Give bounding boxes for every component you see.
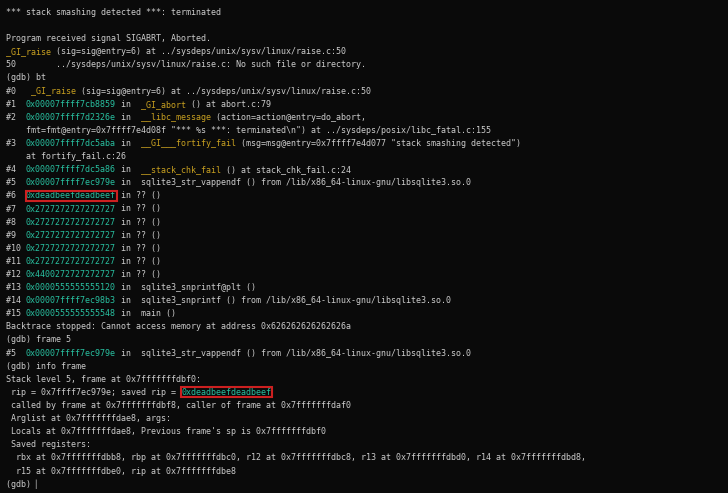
Text: #7: #7	[6, 205, 26, 213]
Text: (gdb) ▏: (gdb) ▏	[6, 480, 41, 489]
Text: _GI_raise: _GI_raise	[31, 87, 81, 96]
Text: (sig=sig@entry=6) at ../sysdeps/unix/sysv/linux/raise.c:50: (sig=sig@entry=6) at ../sysdeps/unix/sys…	[56, 47, 346, 56]
Text: r15 at 0x7fffffffdbe0, rip at 0x7fffffffdbe8: r15 at 0x7fffffffdbe0, rip at 0x7fffffff…	[6, 466, 236, 476]
Text: _GI_raise: _GI_raise	[6, 47, 56, 56]
Text: 0x2727272727272727: 0x2727272727272727	[26, 257, 116, 266]
Text: 0x0000555555555120: 0x0000555555555120	[26, 283, 116, 292]
Text: __GI___fortify_fail: __GI___fortify_fail	[141, 139, 236, 148]
Text: __libc_message: __libc_message	[141, 113, 211, 122]
Text: 0x2727272727272727: 0x2727272727272727	[26, 231, 116, 240]
Text: (gdb) frame 5: (gdb) frame 5	[6, 336, 71, 345]
Text: 0xdeadbeefdeadbeef: 0xdeadbeefdeadbeef	[181, 388, 271, 397]
Text: (gdb) info frame: (gdb) info frame	[6, 362, 86, 371]
Text: #12: #12	[6, 270, 26, 279]
Text: #15: #15	[6, 309, 26, 318]
Text: in: in	[116, 165, 141, 174]
Text: 0x0000555555555548: 0x0000555555555548	[26, 309, 116, 318]
Text: in  sqlite3_str_vappendf () from /lib/x86_64-linux-gnu/libsqlite3.so.0: in sqlite3_str_vappendf () from /lib/x86…	[116, 178, 471, 187]
Text: 0x2727272727272727: 0x2727272727272727	[26, 244, 116, 253]
Text: 0x00007ffff7ec979e: 0x00007ffff7ec979e	[26, 178, 116, 187]
Text: in ?? (): in ?? ()	[116, 231, 161, 240]
Text: () at stack_chk_fail.c:24: () at stack_chk_fail.c:24	[221, 165, 351, 174]
Bar	[181, 387, 272, 397]
Text: in  main (): in main ()	[116, 309, 176, 318]
Text: 0xdeadbeefdeadbeef: 0xdeadbeefdeadbeef	[26, 191, 116, 200]
Text: in ?? (): in ?? ()	[116, 270, 161, 279]
Text: called by frame at 0x7fffffffdbf8, caller of frame at 0x7fffffffdaf0: called by frame at 0x7fffffffdbf8, calle…	[6, 401, 351, 410]
Text: #11: #11	[6, 257, 26, 266]
Text: *** stack smashing detected ***: terminated: *** stack smashing detected ***: termina…	[6, 8, 221, 17]
Text: #10: #10	[6, 244, 26, 253]
Text: #9: #9	[6, 231, 26, 240]
Text: at fortify_fail.c:26: at fortify_fail.c:26	[6, 152, 126, 161]
Text: (gdb) bt: (gdb) bt	[6, 73, 46, 82]
Text: rip = 0x7ffff7ec979e; saved rip =: rip = 0x7ffff7ec979e; saved rip =	[6, 388, 181, 397]
Text: #5: #5	[6, 349, 26, 357]
Bar	[25, 191, 116, 201]
Text: in: in	[116, 139, 141, 148]
Text: Stack level 5, frame at 0x7fffffffdbf0:: Stack level 5, frame at 0x7fffffffdbf0:	[6, 375, 201, 384]
Text: in ?? (): in ?? ()	[116, 217, 161, 227]
Text: in: in	[116, 113, 141, 122]
Text: 0x00007ffff7ec98b3: 0x00007ffff7ec98b3	[26, 296, 116, 305]
Text: fmt=fmt@entry=0x7ffff7e4d08f "*** %s ***: terminated\n") at ../sysdeps/posix/lib: fmt=fmt@entry=0x7ffff7e4d08f "*** %s ***…	[6, 126, 491, 135]
Text: 50        ../sysdeps/unix/sysv/linux/raise.c: No such file or directory.: 50 ../sysdeps/unix/sysv/linux/raise.c: N…	[6, 61, 366, 70]
Text: rbx at 0x7fffffffdbb8, rbp at 0x7fffffffdbc0, r12 at 0x7fffffffdbc8, r13 at 0x7f: rbx at 0x7fffffffdbb8, rbp at 0x7fffffff…	[6, 454, 586, 462]
Text: (sig=sig@entry=6) at ../sysdeps/unix/sysv/linux/raise.c:50: (sig=sig@entry=6) at ../sysdeps/unix/sys…	[81, 87, 371, 96]
Text: #3: #3	[6, 139, 26, 148]
Text: 0x2727272727272727: 0x2727272727272727	[26, 217, 116, 227]
Text: #5: #5	[6, 178, 26, 187]
Text: Locals at 0x7fffffffdae8, Previous frame's sp is 0x7fffffffdbf0: Locals at 0x7fffffffdae8, Previous frame…	[6, 427, 326, 436]
Text: in  sqlite3_str_vappendf () from /lib/x86_64-linux-gnu/libsqlite3.so.0: in sqlite3_str_vappendf () from /lib/x86…	[116, 349, 471, 357]
Text: Program received signal SIGABRT, Aborted.: Program received signal SIGABRT, Aborted…	[6, 34, 211, 43]
Text: in ?? (): in ?? ()	[116, 257, 161, 266]
Text: 0x00007ffff7d2326e: 0x00007ffff7d2326e	[26, 113, 116, 122]
Text: #2: #2	[6, 113, 26, 122]
Text: _GI_abort: _GI_abort	[141, 100, 186, 108]
Text: in ?? (): in ?? ()	[116, 205, 161, 213]
Text: in: in	[116, 100, 141, 108]
Text: #13: #13	[6, 283, 26, 292]
Text: Backtrace stopped: Cannot access memory at address 0x626262626262626a: Backtrace stopped: Cannot access memory …	[6, 322, 351, 331]
Text: (action=action@entry=do_abort,: (action=action@entry=do_abort,	[211, 113, 366, 122]
Text: 0x2727272727272727: 0x2727272727272727	[26, 205, 116, 213]
Text: Saved registers:: Saved registers:	[6, 440, 91, 449]
Text: Arglist at 0x7fffffffdae8, args:: Arglist at 0x7fffffffdae8, args:	[6, 414, 171, 423]
Text: in  sqlite3_snprintf@plt (): in sqlite3_snprintf@plt ()	[116, 283, 256, 292]
Text: 0x00007ffff7ec979e: 0x00007ffff7ec979e	[26, 349, 116, 357]
Text: in ?? (): in ?? ()	[116, 244, 161, 253]
Text: 0x00007ffff7dc5aba: 0x00007ffff7dc5aba	[26, 139, 116, 148]
Text: 0x00007ffff7dc5a86: 0x00007ffff7dc5a86	[26, 165, 116, 174]
Text: #8: #8	[6, 217, 26, 227]
Text: #6: #6	[6, 191, 26, 200]
Text: __stack_chk_fail: __stack_chk_fail	[141, 165, 221, 174]
Text: #0: #0	[6, 87, 31, 96]
Text: #1: #1	[6, 100, 26, 108]
Text: 0x00007ffff7cb8859: 0x00007ffff7cb8859	[26, 100, 116, 108]
Text: in ?? (): in ?? ()	[116, 191, 161, 200]
Text: in  sqlite3_snprintf () from /lib/x86_64-linux-gnu/libsqlite3.so.0: in sqlite3_snprintf () from /lib/x86_64-…	[116, 296, 451, 305]
Text: #14: #14	[6, 296, 26, 305]
Text: 0x4400272727272727: 0x4400272727272727	[26, 270, 116, 279]
Text: #4: #4	[6, 165, 26, 174]
Text: (msg=msg@entry=0x7ffff7e4d077 "stack smashing detected"): (msg=msg@entry=0x7ffff7e4d077 "stack sma…	[236, 139, 521, 148]
Text: () at abort.c:79: () at abort.c:79	[186, 100, 271, 108]
